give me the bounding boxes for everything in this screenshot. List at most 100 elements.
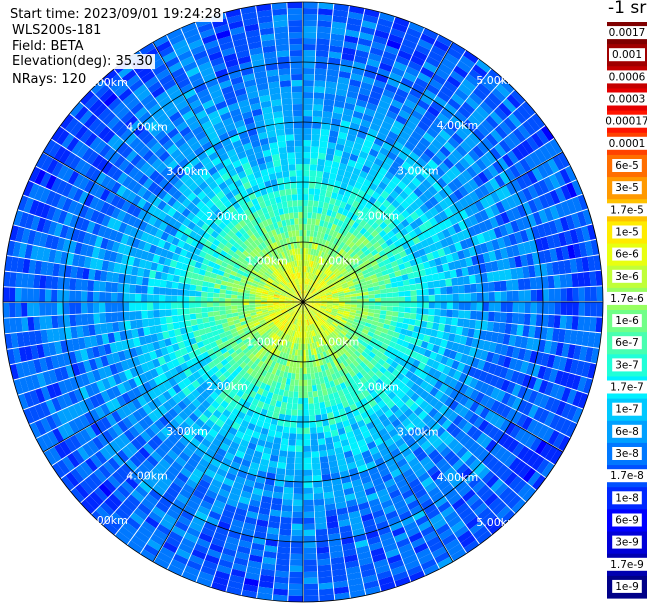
radar-cell <box>361 513 374 522</box>
radar-cell <box>352 321 359 327</box>
radar-cell <box>385 334 393 341</box>
radar-cell <box>243 522 256 531</box>
radar-cell <box>343 548 357 557</box>
radar-cell <box>356 307 363 312</box>
radar-cell <box>443 348 452 358</box>
radar-cell <box>27 288 34 302</box>
radar-cell <box>566 302 573 316</box>
radar-cell <box>291 535 303 542</box>
radar-cell <box>535 314 543 327</box>
radar-cell <box>303 589 319 596</box>
radar-cell <box>294 306 299 311</box>
radar-cell <box>165 302 172 310</box>
radar-cell <box>303 361 307 368</box>
radar-cell <box>303 98 313 105</box>
radar-cell <box>286 360 291 367</box>
radar-cell <box>27 302 34 317</box>
radar-cell <box>283 390 289 397</box>
radar-cell <box>468 475 482 489</box>
radar-cell <box>278 540 291 548</box>
radar-cell <box>565 421 578 438</box>
radar-cell <box>488 520 504 535</box>
radar-cell <box>246 367 254 375</box>
radar-cell <box>283 340 288 347</box>
radar-cell <box>303 307 305 314</box>
radar-cell <box>593 332 602 348</box>
radar-cell <box>380 306 387 311</box>
radar-cell <box>325 509 337 517</box>
radar-cell <box>486 321 494 332</box>
radar-cell <box>266 378 273 386</box>
radar-cell <box>463 375 473 386</box>
radar-cell <box>313 104 324 111</box>
radar-cell <box>383 350 392 358</box>
radar-cell <box>293 206 298 213</box>
radar-cell <box>257 513 270 522</box>
radar-cell <box>411 331 419 339</box>
radar-cell <box>379 374 388 383</box>
radar-cell <box>257 400 265 409</box>
radar-cell <box>260 501 272 510</box>
radar-cell <box>367 536 381 546</box>
radar-cell <box>300 338 303 344</box>
radar-cell <box>264 397 272 405</box>
radar-cell <box>387 365 396 374</box>
radar-cell <box>168 531 184 543</box>
radar-cell <box>351 382 359 391</box>
radar-cell <box>262 556 276 565</box>
radar-cell <box>434 474 447 486</box>
radar-cell <box>432 411 443 422</box>
radar-cell <box>290 547 303 554</box>
radar-cell <box>431 546 447 559</box>
radar-cell <box>207 287 215 293</box>
radar-cell <box>221 423 231 432</box>
radar-cell <box>554 302 561 315</box>
radar-cell <box>365 334 373 341</box>
radar-cell <box>373 313 380 318</box>
radar-cell <box>316 313 322 318</box>
radar-cell <box>356 496 368 505</box>
radar-cell <box>361 568 376 578</box>
radar-cell <box>182 483 195 495</box>
radar-cell <box>273 582 289 590</box>
radar-cell <box>195 302 202 308</box>
radar-cell <box>481 511 496 526</box>
radar-cell <box>173 477 186 489</box>
radar-cell <box>255 444 265 453</box>
radar-cell <box>377 322 385 328</box>
radar-cell <box>131 489 145 503</box>
radar-cell <box>345 456 355 465</box>
radar-cell <box>204 554 220 565</box>
radar-cell <box>500 344 509 356</box>
radar-cell <box>207 463 219 474</box>
radar-cell <box>370 358 378 366</box>
radar-cell <box>313 92 325 100</box>
radar-cell <box>271 367 278 375</box>
radar-cell <box>396 505 410 516</box>
radar-cell <box>303 499 314 506</box>
radar-cell <box>368 466 379 476</box>
radar-cell <box>296 325 300 332</box>
radar-cell <box>385 457 396 468</box>
radar-cell <box>278 456 287 464</box>
radar-cell <box>201 423 212 434</box>
radar-cell <box>308 188 315 195</box>
radar-cell <box>240 490 252 499</box>
radar-cell <box>292 92 303 99</box>
radar-cell <box>305 307 309 313</box>
radar-cell <box>371 451 382 461</box>
radar-cell <box>190 452 202 463</box>
radar-cell <box>482 302 489 312</box>
radar-cell <box>87 280 95 291</box>
radar-cell <box>171 309 178 316</box>
radar-cell <box>346 319 354 324</box>
radar-cell <box>463 409 475 422</box>
radar-cell <box>213 576 229 586</box>
radar-cell <box>456 362 466 373</box>
radar-cell <box>470 310 477 320</box>
radar-cell <box>251 431 261 439</box>
radar-cell <box>216 404 226 414</box>
radar-cell <box>165 280 173 289</box>
radar-cell <box>368 341 376 348</box>
radar-cell <box>517 385 528 399</box>
